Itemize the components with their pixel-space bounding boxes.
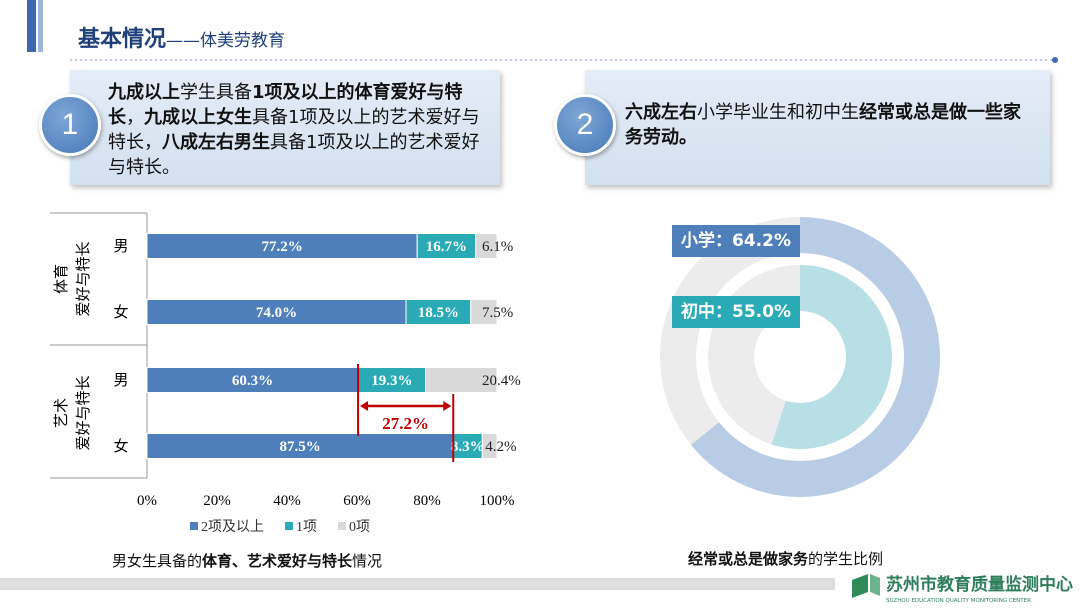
panel-text: 六成左右小学毕业生和初中生经常或总是做一些家务劳动。 <box>625 100 1025 150</box>
text-run: 1项及以上的体育爱好与特长 <box>108 82 463 128</box>
chart-caption: 经常或总是做家务的学生比例 <box>688 548 883 569</box>
x-tick-label: 40% <box>273 493 301 509</box>
panel-number: 2 <box>554 94 616 156</box>
category-label: 男 <box>113 239 128 255</box>
legend-swatch <box>190 522 198 530</box>
bar-segment <box>475 233 498 259</box>
text-run: 六成左右 <box>625 102 697 123</box>
value-label: 18.5% <box>418 305 459 321</box>
text-run: 九成以上女生 <box>144 107 252 128</box>
panel-text: 九成以上学生具备1项及以上的体育爱好与特长，九成以上女生具备1项及以上的艺术爱好… <box>108 80 493 180</box>
bar-segment <box>146 433 454 459</box>
text-run: 具备1项及以上的艺术爱好与特长， <box>108 107 480 153</box>
value-label: 77.2% <box>261 239 302 255</box>
bar-segment <box>481 433 498 459</box>
text-run: 的学生比例 <box>808 550 884 568</box>
x-tick-label: 0% <box>137 493 157 509</box>
annotation-label: 27.2% <box>382 414 429 433</box>
ring-arc <box>691 217 940 497</box>
text-run: 体育、艺术爱好与特长 <box>202 552 353 570</box>
panel <box>70 70 500 185</box>
value-label: 20.4% <box>482 373 521 389</box>
arrow-head <box>443 401 452 411</box>
text-run: 男女生具备的 <box>112 552 203 570</box>
text-run: 学生具备 <box>180 82 252 103</box>
value-label: 7.5% <box>482 305 513 321</box>
group-label: 爱好与特长 <box>75 375 92 450</box>
logo-icon <box>852 574 868 598</box>
bar-segment <box>357 367 427 393</box>
bar-segment <box>405 299 472 325</box>
legend-label: 2项及以上 <box>201 519 264 535</box>
bar-segment <box>416 233 477 259</box>
chart-caption: 男女生具备的体育、艺术爱好与特长情况 <box>112 550 382 571</box>
bar-segment <box>470 299 498 325</box>
ring-track <box>660 217 800 445</box>
logo-text: 苏州市教育质量监测中心 <box>886 574 1073 595</box>
logo-en: SUZHOU EDUCATION QUALITY MONITORING CENT… <box>886 598 1031 604</box>
x-tick-label: 60% <box>343 493 371 509</box>
text-run: 小学毕业生和初中生 <box>697 102 859 123</box>
arrow-head <box>360 401 369 411</box>
bar-segment <box>146 299 407 325</box>
category-label: 女 <box>113 437 128 455</box>
x-tick-label: 20% <box>203 493 231 509</box>
divider-dot <box>1052 57 1058 63</box>
title: 基本情况 <box>78 26 166 52</box>
legend-swatch <box>338 522 346 530</box>
panel-number: 1 <box>39 94 101 156</box>
text-run: 具备1项及以上的艺术爱好与特长。 <box>108 132 480 178</box>
value-label: 60.3% <box>232 373 273 389</box>
text-run: 经常或总是做家务 <box>688 550 809 568</box>
header-title: 基本情况——体美劳教育 <box>78 26 285 52</box>
ring-arc <box>771 265 892 449</box>
text-run: 八成左右男生 <box>162 132 270 153</box>
value-label: 19.3% <box>371 373 412 389</box>
legend-swatch <box>285 522 293 530</box>
header-bar <box>27 0 36 52</box>
legend-label: 0项 <box>349 520 370 535</box>
ring-label: 初中：55.0% <box>672 296 800 328</box>
value-label: 6.1% <box>482 239 513 255</box>
bar-segment <box>146 233 418 259</box>
bar-segment <box>425 367 498 393</box>
text-run: ， <box>126 107 144 128</box>
logo-icon <box>870 574 880 596</box>
legend-label: 1项 <box>296 520 317 535</box>
panel <box>585 70 1050 185</box>
category-label: 男 <box>113 373 128 389</box>
text-run: 情况 <box>352 552 383 570</box>
footer-bar <box>0 578 835 590</box>
group-label: 爱好与特长 <box>75 241 92 316</box>
bar-segment <box>146 367 359 393</box>
value-label: 87.5% <box>280 439 321 455</box>
value-label: 4.2% <box>485 439 516 455</box>
group-label: 艺术 <box>53 398 70 428</box>
x-tick-label: 80% <box>413 493 441 509</box>
x-tick-label: 100% <box>480 493 515 509</box>
category-label: 女 <box>113 303 128 321</box>
value-label: 16.7% <box>426 239 467 255</box>
text-run: 经常或总是做一些家务劳动。 <box>625 102 1021 148</box>
text-run: 九成以上 <box>108 82 180 103</box>
group-label: 体育 <box>53 264 70 294</box>
value-label: 74.0% <box>256 305 297 321</box>
header-bar <box>38 0 43 52</box>
ring-label: 小学：64.2% <box>672 225 800 257</box>
value-label: 8.3% <box>451 439 485 455</box>
subtitle: ——体美劳教育 <box>166 31 285 51</box>
